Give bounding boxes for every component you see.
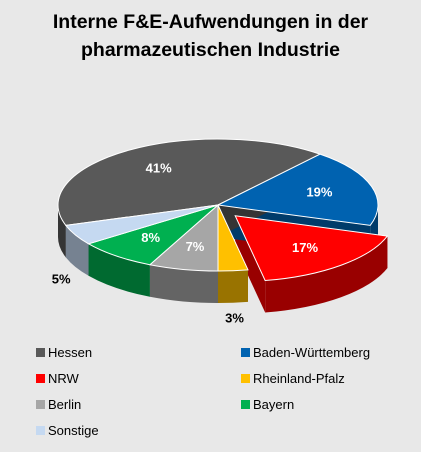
data-label: 19% [306,184,332,199]
data-labels: 41% 19% 17% 3% 7% 8% 5% [52,160,333,325]
slice [64,204,219,245]
legend: Hessen Baden-Württemberg NRW Rheinland-Pfal… [36,343,416,440]
slice-side [88,243,150,297]
legend-label: Berlin [48,397,82,412]
legend-item: Sonstige [36,421,241,440]
slice-side [218,269,248,303]
legend-swatch [36,374,45,383]
chart-title: Interne F&E-Aufwendungen in der pharmaze… [52,11,369,61]
legend-swatch [241,348,250,357]
slice-tops [57,138,389,282]
data-label: 7% [186,239,205,254]
legend-swatch [241,374,250,383]
data-label: 17% [292,240,318,255]
legend-label: Bayern [253,397,295,412]
legend-item: Berlin [36,395,241,414]
legend-label: Rheinland-Pfalz [253,371,345,386]
legend-item: Baden-Württemberg [241,343,416,362]
legend-item: Hessen [36,343,241,362]
slice-side [58,205,66,258]
legend-swatch [241,400,250,409]
legend-swatch [36,400,45,409]
data-label: 3% [225,311,244,326]
slice-side [265,236,388,313]
data-label: 8% [141,230,160,245]
legend-item: Rheinland-Pfalz [241,369,416,388]
slice-side [149,264,218,303]
legend-label: NRW [48,371,79,386]
slice-side [65,225,89,276]
slice [57,138,322,226]
legend-item: NRW [36,369,241,388]
slice [216,153,379,226]
legend-swatch [36,426,45,435]
legend-label: Hessen [48,345,93,360]
slice [234,215,389,282]
legend-swatch [36,348,45,357]
legend-label: Baden-Württemberg [253,345,371,360]
pie-area: 41% 19% 17% 3% 7% 8% 5% [52,138,389,326]
legend-label: Sonstige [48,423,99,438]
legend-item: Bayern [241,395,416,414]
data-label: 41% [146,160,172,175]
data-label: 5% [52,271,71,286]
